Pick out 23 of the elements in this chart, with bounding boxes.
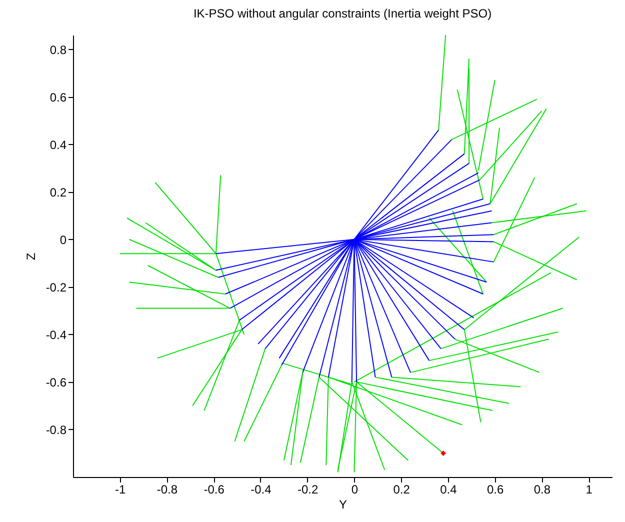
x-tick-label: -0.2 <box>298 482 319 496</box>
y-axis-title: Z <box>24 252 38 260</box>
x-tick-label: -0.4 <box>250 482 272 496</box>
y-tick-label: 0.2 <box>50 185 67 200</box>
y-tick-label: -0.8 <box>46 422 67 437</box>
x-tick-label: 1 <box>586 482 593 496</box>
y-tick-label: -0.4 <box>46 328 67 342</box>
x-tick-label: -1 <box>115 482 126 496</box>
x-tick-label: -0.8 <box>156 482 178 496</box>
x-tick-label: 0.4 <box>440 482 458 496</box>
y-tick-label: 0.6 <box>50 90 67 104</box>
x-tick-label: 0.2 <box>393 482 410 496</box>
x-axis-title: Y <box>338 498 348 512</box>
x-tick-label: 0.8 <box>534 482 551 496</box>
y-tick-label: -0.6 <box>46 375 67 390</box>
y-tick-label: 0 <box>60 232 67 247</box>
x-tick-label: 0.6 <box>486 482 504 496</box>
x-tick-label: -0.6 <box>204 482 225 496</box>
y-tick-label: 0.4 <box>50 138 67 152</box>
x-tick-label: 0 <box>351 482 358 496</box>
y-tick-label: 0.8 <box>50 42 67 57</box>
chart-title: IK-PSO without angular constraints (Inertia weight PSO) <box>193 6 492 20</box>
y-tick-label: -0.2 <box>46 280 67 294</box>
